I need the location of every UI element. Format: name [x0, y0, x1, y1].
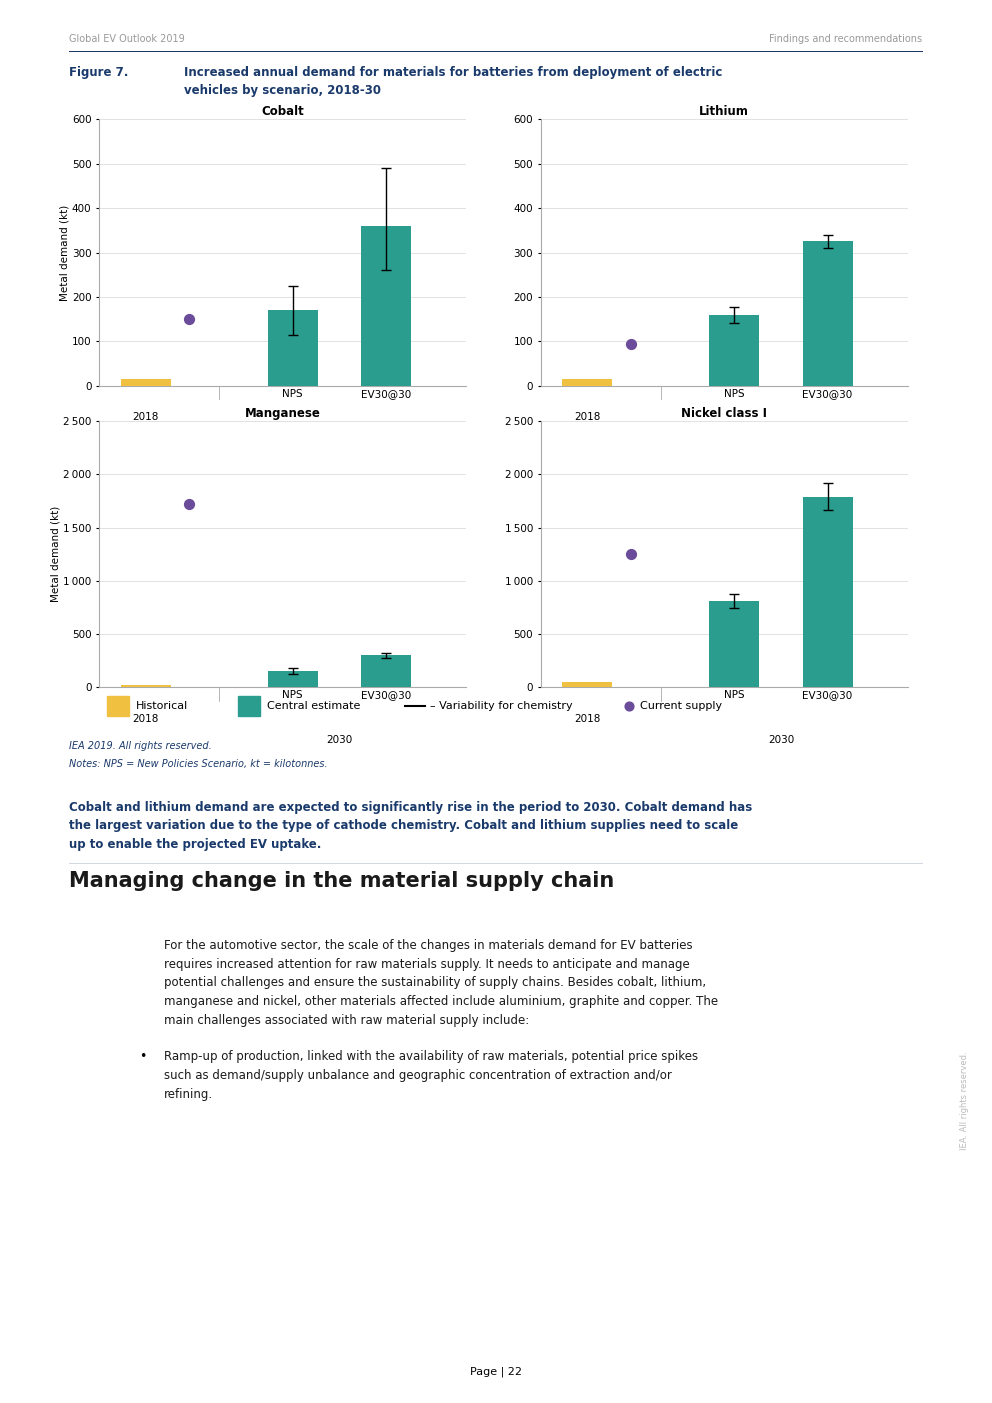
- Y-axis label: Metal demand (kt): Metal demand (kt): [60, 205, 69, 300]
- Text: – Variability for chemistry: – Variability for chemistry: [431, 700, 572, 711]
- Point: [623, 543, 639, 565]
- Text: Notes: NPS = New Policies Scenario, kt = kilotonnes.: Notes: NPS = New Policies Scenario, kt =…: [69, 759, 328, 769]
- Text: Cobalt and lithium demand are expected to significantly rise in the period to 20: Cobalt and lithium demand are expected t…: [69, 801, 753, 814]
- Title: Nickel class I: Nickel class I: [682, 407, 767, 419]
- Text: manganese and nickel, other materials affected include aluminium, graphite and c: manganese and nickel, other materials af…: [164, 995, 718, 1009]
- Title: Lithium: Lithium: [699, 105, 749, 118]
- Bar: [268, 310, 317, 386]
- Bar: [121, 685, 171, 687]
- Text: 2018: 2018: [133, 412, 159, 422]
- Text: such as demand/supply unbalance and geographic concentration of extraction and/o: such as demand/supply unbalance and geog…: [164, 1069, 672, 1082]
- Text: For the automotive sector, the scale of the changes in materials demand for EV b: For the automotive sector, the scale of …: [164, 939, 692, 951]
- Bar: [709, 600, 759, 687]
- Bar: [562, 682, 612, 687]
- Text: Managing change in the material supply chain: Managing change in the material supply c…: [69, 871, 615, 891]
- Text: 2030: 2030: [326, 735, 352, 745]
- Text: vehicles by scenario, 2018-30: vehicles by scenario, 2018-30: [184, 84, 381, 97]
- Point: [623, 333, 639, 355]
- Title: Manganese: Manganese: [245, 407, 320, 419]
- Text: main challenges associated with raw material supply include:: main challenges associated with raw mate…: [164, 1014, 529, 1027]
- Bar: [562, 379, 612, 386]
- Text: the largest variation due to the type of cathode chemistry. Cobalt and lithium s: the largest variation due to the type of…: [69, 819, 739, 832]
- Title: Cobalt: Cobalt: [261, 105, 305, 118]
- Bar: [238, 696, 260, 716]
- Text: up to enable the projected EV uptake.: up to enable the projected EV uptake.: [69, 838, 321, 850]
- Text: potential challenges and ensure the sustainability of supply chains. Besides cob: potential challenges and ensure the sust…: [164, 976, 705, 989]
- Bar: [121, 379, 171, 386]
- Text: Ramp-up of production, linked with the availability of raw materials, potential : Ramp-up of production, linked with the a…: [164, 1049, 697, 1063]
- Text: Central estimate: Central estimate: [267, 700, 360, 711]
- Point: [182, 492, 197, 515]
- Text: requires increased attention for raw materials supply. It needs to anticipate an: requires increased attention for raw mat…: [164, 957, 689, 971]
- Text: Findings and recommendations: Findings and recommendations: [770, 34, 923, 45]
- Bar: [107, 696, 129, 716]
- Text: Global EV Outlook 2019: Global EV Outlook 2019: [69, 34, 186, 45]
- Bar: [361, 226, 412, 386]
- Text: IEA. All rights reserved.: IEA. All rights reserved.: [959, 1052, 969, 1150]
- Text: 2018: 2018: [574, 412, 600, 422]
- Text: Historical: Historical: [136, 700, 187, 711]
- Text: 2018: 2018: [133, 714, 159, 724]
- Text: Figure 7.: Figure 7.: [69, 66, 129, 79]
- Point: [621, 694, 637, 717]
- Text: Page | 22: Page | 22: [470, 1367, 522, 1378]
- Bar: [361, 655, 412, 687]
- Bar: [709, 314, 759, 386]
- Text: Current supply: Current supply: [640, 700, 722, 711]
- Text: 2018: 2018: [574, 714, 600, 724]
- Y-axis label: Metal demand (kt): Metal demand (kt): [51, 506, 61, 602]
- Text: IEA 2019. All rights reserved.: IEA 2019. All rights reserved.: [69, 741, 212, 751]
- Bar: [268, 671, 317, 687]
- Text: 2030: 2030: [768, 735, 794, 745]
- Text: Increased annual demand for materials for batteries from deployment of electric: Increased annual demand for materials fo…: [184, 66, 722, 79]
- Text: •: •: [139, 1049, 146, 1063]
- Bar: [803, 241, 853, 386]
- Point: [182, 307, 197, 330]
- Text: 2030: 2030: [326, 434, 352, 443]
- Text: refining.: refining.: [164, 1089, 213, 1101]
- Bar: [803, 497, 853, 687]
- Text: 2030: 2030: [768, 434, 794, 443]
